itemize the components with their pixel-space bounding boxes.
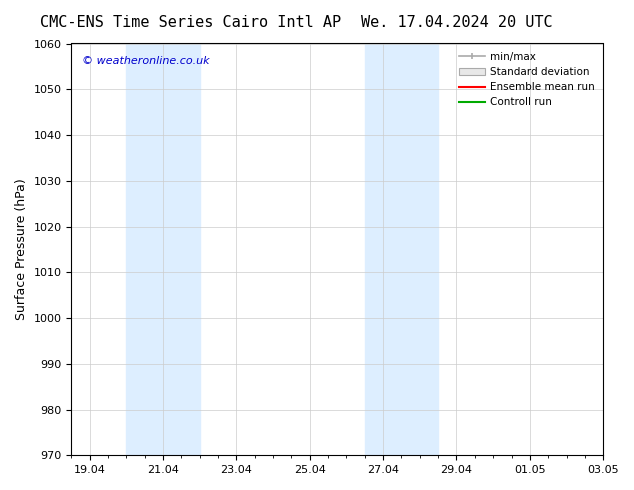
Text: We. 17.04.2024 20 UTC: We. 17.04.2024 20 UTC (361, 15, 552, 30)
Bar (365, 44, 438, 455)
Text: CMC-ENS Time Series Cairo Intl AP: CMC-ENS Time Series Cairo Intl AP (40, 15, 340, 30)
Legend: min/max, Standard deviation, Ensemble mean run, Controll run: min/max, Standard deviation, Ensemble me… (456, 49, 598, 111)
Text: © weatheronline.co.uk: © weatheronline.co.uk (82, 56, 210, 66)
Bar (126, 44, 200, 455)
Y-axis label: Surface Pressure (hPa): Surface Pressure (hPa) (15, 178, 28, 320)
